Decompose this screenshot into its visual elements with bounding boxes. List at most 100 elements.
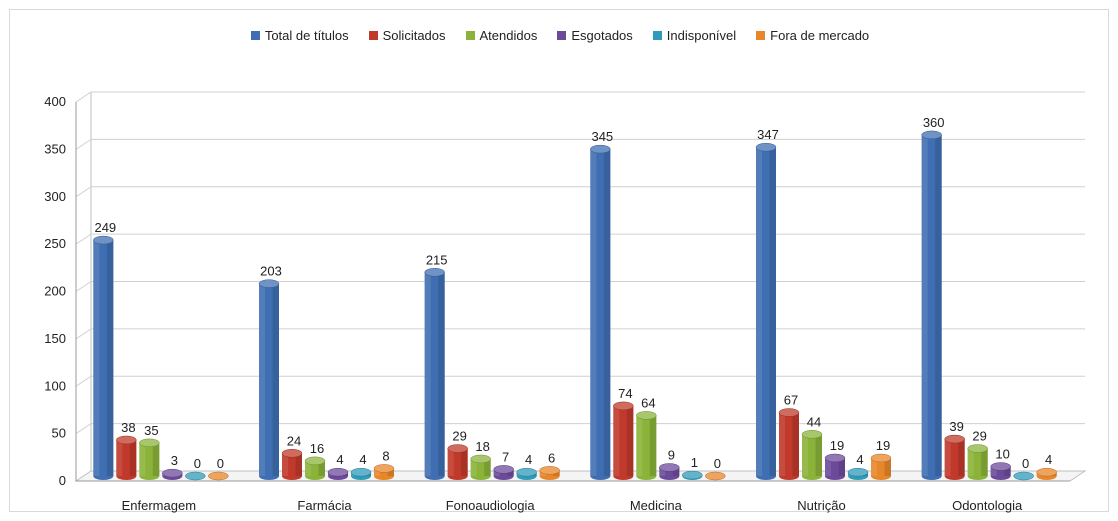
category-label: Farmácia — [297, 498, 352, 513]
bar-highlight — [990, 466, 997, 476]
data-label: 3 — [171, 453, 178, 468]
bar-shadow — [1004, 466, 1011, 476]
bar — [516, 467, 537, 480]
data-label: 16 — [310, 441, 324, 456]
bar — [281, 449, 303, 480]
bar-top — [682, 470, 703, 480]
bar-shadow — [649, 415, 657, 476]
category-label: Enfermagem — [122, 498, 196, 513]
bar-top — [921, 130, 942, 140]
data-label: 0 — [1022, 456, 1029, 471]
bar-highlight — [779, 412, 785, 476]
data-label: 249 — [94, 220, 116, 235]
data-label: 215 — [426, 252, 448, 267]
bar — [824, 453, 846, 480]
legend-swatch — [250, 31, 260, 40]
bar-shadow — [626, 405, 634, 476]
data-label: 67 — [784, 393, 798, 408]
legend-label: Esgotados — [571, 28, 633, 43]
data-label: 24 — [287, 433, 301, 448]
data-label: 347 — [757, 127, 779, 142]
bar-shadow — [484, 458, 491, 476]
data-label: 203 — [260, 264, 282, 279]
bar-highlight — [116, 439, 123, 476]
bar-top — [516, 467, 537, 477]
bar — [847, 467, 869, 480]
bar-top — [373, 464, 395, 473]
legend-label: Fora de mercado — [770, 28, 870, 43]
bar-top — [93, 235, 114, 245]
bar-shadow — [318, 460, 325, 476]
legend-swatch — [465, 31, 475, 40]
bar-top — [944, 434, 965, 444]
bar-highlight — [659, 467, 666, 476]
bar-highlight — [282, 453, 288, 476]
bar-shadow — [603, 149, 611, 477]
bar-shadow — [387, 468, 394, 476]
bar-highlight — [470, 458, 477, 476]
bar — [590, 144, 611, 481]
data-label: 4 — [525, 452, 532, 467]
bar — [539, 466, 560, 480]
legend-swatch — [557, 31, 567, 40]
bar-highlight — [493, 469, 500, 476]
bar-shadow — [129, 439, 137, 476]
data-label: 10 — [995, 447, 1009, 462]
category-label: Medicina — [630, 498, 683, 513]
bar-highlight — [590, 149, 597, 477]
legend-item: Indisponível — [652, 28, 736, 43]
bar-top — [116, 435, 137, 445]
bar-top — [613, 401, 634, 411]
y-tick-label: 400 — [44, 94, 66, 109]
bar — [990, 462, 1011, 480]
data-label: 0 — [194, 456, 201, 471]
bar-highlight — [871, 457, 877, 476]
bar-shadow — [438, 272, 445, 476]
bar-shadow — [507, 469, 514, 476]
gridline-side — [75, 423, 92, 435]
data-label: 74 — [618, 386, 632, 401]
y-tick-label: 100 — [44, 378, 66, 393]
data-label: 29 — [972, 429, 986, 444]
bar — [185, 471, 206, 481]
bar-top — [1013, 471, 1034, 481]
bar-shadow — [295, 453, 302, 476]
bar — [636, 411, 657, 480]
data-label: 0 — [217, 456, 224, 471]
bar-shadow — [935, 134, 942, 476]
bar-shadow — [106, 240, 114, 476]
legend-item: Solicitados — [368, 28, 446, 43]
data-label: 19 — [876, 438, 890, 453]
data-label: 0 — [714, 456, 721, 471]
data-label: 7 — [502, 449, 509, 464]
bar — [944, 434, 965, 480]
bar — [162, 468, 183, 480]
data-label: 9 — [668, 447, 675, 462]
legend: Total de títulos Solicitados Atendidos Esgo… — [10, 28, 1110, 43]
bar-top — [208, 471, 229, 481]
bar-highlight — [374, 468, 380, 476]
legend-label: Total de títulos — [264, 28, 349, 43]
legend-swatch — [756, 31, 766, 40]
bar — [682, 470, 703, 480]
category-label: Odontologia — [952, 498, 1023, 513]
bar — [755, 142, 777, 480]
bar — [1036, 467, 1057, 480]
bar — [304, 456, 326, 480]
bar-shadow — [461, 448, 468, 476]
data-label: 38 — [121, 420, 135, 435]
gridline-side — [75, 186, 92, 198]
bar-shadow — [981, 448, 988, 476]
bar-top — [304, 456, 326, 466]
legend-label: Solicitados — [382, 28, 446, 43]
legend-item: Esgotados — [557, 28, 633, 43]
data-label: 19 — [830, 438, 844, 453]
bar — [613, 401, 634, 480]
bar-highlight — [825, 457, 831, 476]
bar-highlight — [259, 283, 265, 476]
bar-highlight — [447, 448, 454, 476]
bar-top — [162, 468, 183, 478]
bar-top — [350, 467, 372, 477]
